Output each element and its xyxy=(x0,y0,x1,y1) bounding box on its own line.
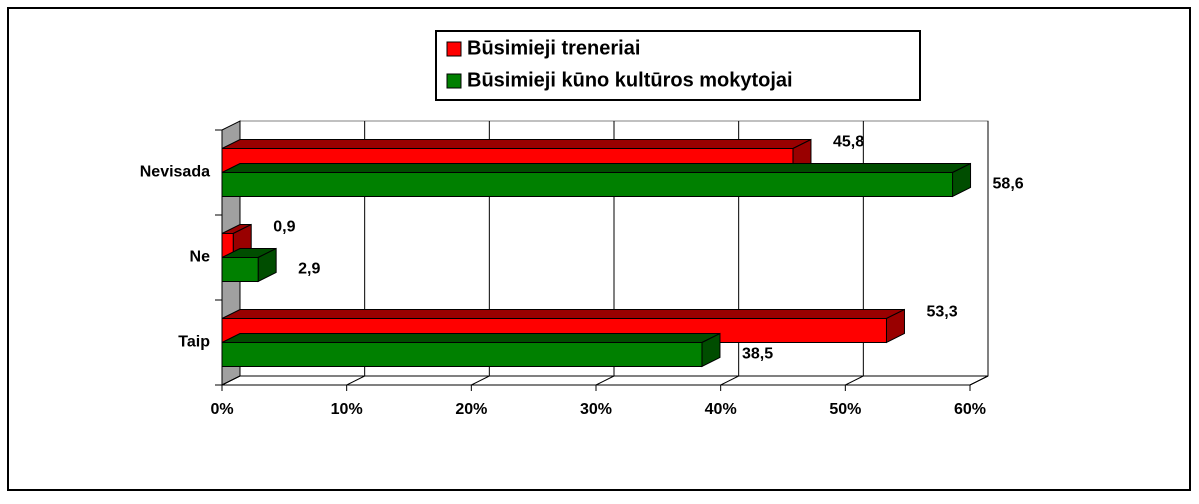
bar xyxy=(221,257,259,282)
legend-swatch xyxy=(446,41,462,57)
value-label: 58,6 xyxy=(993,176,1024,193)
x-tick-label: 10% xyxy=(331,401,363,418)
grid-line xyxy=(221,375,241,386)
grid-line xyxy=(346,375,365,386)
bar-top xyxy=(221,309,905,319)
y-tick-label: Nevisada xyxy=(140,164,210,181)
grid-line xyxy=(471,375,490,386)
x-tick-label: 0% xyxy=(210,401,233,418)
y-tick-label: Ne xyxy=(190,249,211,266)
value-label: 38,5 xyxy=(742,346,773,363)
value-label: 2,9 xyxy=(298,261,320,278)
legend-swatch xyxy=(446,73,462,89)
x-tick-label: 40% xyxy=(705,401,737,418)
grid-line xyxy=(720,375,739,386)
x-tick-label: 60% xyxy=(954,401,986,418)
bar-top xyxy=(221,139,812,149)
x-tick-label: 50% xyxy=(829,401,861,418)
bar-top xyxy=(221,163,971,173)
grid-line xyxy=(969,375,989,386)
y-tick-label: Taip xyxy=(178,334,210,351)
bar xyxy=(221,342,703,367)
legend-label: Būsimieji treneriai xyxy=(467,37,640,59)
value-label: 45,8 xyxy=(833,134,864,151)
x-tick-label: 20% xyxy=(455,401,487,418)
x-tick-label: 30% xyxy=(580,401,612,418)
grid-line xyxy=(595,375,615,386)
bar-top xyxy=(221,333,721,343)
value-label: 0,9 xyxy=(273,219,295,236)
legend-box xyxy=(435,30,921,101)
grid-line xyxy=(845,375,864,386)
value-label: 53,3 xyxy=(926,304,957,321)
bar xyxy=(221,172,954,197)
legend-label: Būsimieji kūno kultūros mokytojai xyxy=(467,69,793,91)
